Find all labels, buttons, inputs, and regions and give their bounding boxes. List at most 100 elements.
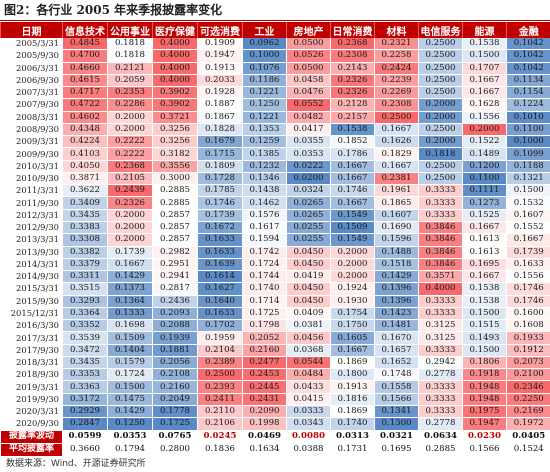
row-date-label: 2007/3/31 [0, 86, 63, 100]
row-date-label: 2018/3/31 [0, 356, 63, 370]
heatmap-cell: 0.3000 [152, 172, 198, 186]
heatmap-cell: 0.1100 [462, 172, 507, 186]
heatmap-cell: 0.2500 [418, 172, 463, 186]
summary-value: 0.1524 [506, 442, 550, 457]
heatmap-cell: 0.1475 [107, 393, 153, 406]
summary-value: 0.0634 [418, 429, 463, 444]
heatmap-cell: 0.1961 [374, 184, 419, 198]
heatmap-cell: 0.3333 [418, 295, 463, 308]
heatmap-cell: 0.1515 [462, 319, 507, 333]
row-date-label: 2017/3/31 [0, 331, 63, 345]
column-header: 信息技术 [62, 22, 108, 38]
heatmap-cell: 0.2088 [152, 319, 198, 333]
heatmap-cell: 0.2857 [152, 233, 198, 247]
heatmap-cell: 0.2982 [152, 246, 198, 259]
heatmap-cell: 0.2453 [242, 368, 287, 382]
heatmap-cell: 0.1725 [152, 417, 198, 431]
heatmap-cell: 0.2269 [374, 86, 419, 100]
table-row: 2008/3/31 0.4602 0.2000 0.3721 0.1867 0.1221 0… [0, 111, 550, 124]
heatmap-cell: 0.1273 [462, 196, 507, 210]
heatmap-cell: 0.2445 [242, 380, 287, 394]
heatmap-cell: 0.2143 [330, 62, 375, 75]
heatmap-cell: 0.2000 [418, 135, 463, 149]
heatmap-cell: 0.1667 [330, 172, 375, 186]
heatmap-cell: 0.2160 [152, 380, 198, 394]
column-header: 能源 [462, 22, 507, 38]
heatmap-cell: 0.2368 [330, 38, 375, 51]
heatmap-cell: 0.4722 [62, 98, 108, 112]
heatmap-cell: 0.1948 [462, 380, 507, 394]
heatmap-cell: 0.2436 [152, 295, 198, 308]
heatmap-cell: 0.2424 [374, 62, 419, 75]
summary-value: 0.0080 [286, 429, 331, 444]
row-date-label: 2006/3/31 [0, 62, 63, 75]
heatmap-cell: 0.1549 [330, 209, 375, 222]
heatmap-cell: 0.1396 [374, 295, 419, 308]
heatmap-cell: 0.2393 [197, 380, 243, 394]
table-row: 2018/9/30 0.3353 0.1724 0.2108 0.2500 0.2453 0… [0, 368, 550, 382]
heatmap-cell: 0.1695 [462, 258, 507, 272]
heatmap-cell: 0.1667 [330, 344, 375, 357]
heatmap-cell: 0.2500 [418, 38, 463, 51]
column-header: 金融 [506, 22, 550, 38]
heatmap-cell: 0.2128 [330, 98, 375, 112]
heatmap-cell: 0.1715 [197, 147, 243, 161]
table-row: 2005/3/31 0.4845 0.1818 0.4000 0.1909 0.0962 0… [0, 38, 550, 51]
heatmap-cell: 0.1887 [197, 98, 243, 112]
heatmap-cell: 0.1613 [462, 233, 507, 247]
heatmap-cell: 0.1785 [197, 184, 243, 198]
heatmap-cell: 0.1744 [242, 270, 287, 284]
heatmap-cell: 0.1667 [330, 160, 375, 173]
summary-value: 0.0765 [152, 429, 198, 444]
heatmap-cell: 0.3721 [152, 111, 198, 124]
heatmap-cell: 0.1746 [506, 295, 550, 308]
table-row: 2013/9/30 0.3382 0.1739 0.2982 0.1633 0.1742 0… [0, 246, 550, 259]
heatmap-cell: 0.3363 [62, 380, 108, 394]
heatmap-cell: 0.1947 [197, 49, 243, 63]
heatmap-cell: 0.0343 [286, 417, 331, 431]
heatmap-table: 日期 信息技术 公用事业 医疗保健 可选消费 工业 房地产 日常消费 材料 电信服务 能源 金融 2… [0, 22, 550, 457]
row-date-label: 2014/3/31 [0, 258, 63, 272]
table-row: 2015/9/30 0.3293 0.1364 0.2436 0.1640 0.1714 0… [0, 295, 550, 308]
summary-value: 0.0230 [462, 429, 507, 444]
heatmap-cell: 0.2857 [152, 221, 198, 235]
heatmap-cell: 0.1652 [374, 356, 419, 370]
table-row: 2012/9/30 0.3383 0.2000 0.2857 0.1672 0.1617 0… [0, 221, 550, 235]
heatmap-cell: 0.2000 [330, 258, 375, 272]
heatmap-cell: 0.0381 [286, 319, 331, 333]
table-row: 2020/3/31 0.2929 0.1429 0.1778 0.2110 0.2090 0… [0, 405, 550, 419]
heatmap-cell: 0.1608 [506, 319, 550, 333]
heatmap-cell: 0.1818 [107, 38, 153, 51]
heatmap-cell: 0.3333 [418, 184, 463, 198]
table-row: 2010/3/31 0.4050 0.2368 0.3556 0.1809 0.1232 0… [0, 160, 550, 173]
heatmap-cell: 0.0456 [286, 331, 331, 345]
heatmap-cell: 0.1667 [506, 233, 550, 247]
heatmap-cell: 0.2250 [506, 393, 550, 406]
heatmap-cell: 0.1493 [462, 331, 507, 345]
column-header: 房地产 [286, 22, 331, 38]
heatmap-cell: 0.0368 [286, 344, 331, 357]
heatmap-cell: 0.1633 [197, 233, 243, 247]
row-date-label: 2009/9/30 [0, 147, 63, 161]
row-date-label: 2019/9/30 [0, 393, 63, 406]
heatmap-cell: 0.4000 [152, 62, 198, 75]
row-date-label: 2005/9/30 [0, 49, 63, 63]
heatmap-cell: 0.1739 [107, 246, 153, 259]
heatmap-cell: 0.1959 [197, 331, 243, 345]
summary-value: 0.0245 [197, 429, 243, 444]
row-date-label: 2016/3/30 [0, 319, 63, 333]
row-date-label: 2014/9/30 [0, 270, 63, 284]
heatmap-cell: 0.1657 [374, 344, 419, 357]
heatmap-cell: 0.2500 [197, 368, 243, 382]
heatmap-cell: 0.1321 [506, 172, 550, 186]
heatmap-cell: 0.2000 [107, 123, 153, 137]
heatmap-cell: 0.2353 [107, 86, 153, 100]
heatmap-cell: 0.1300 [374, 417, 419, 431]
heatmap-cell: 0.1614 [197, 270, 243, 284]
heatmap-cell: 0.4615 [62, 74, 108, 88]
heatmap-cell: 0.2326 [107, 196, 153, 210]
heatmap-cell: 0.2000 [418, 111, 463, 124]
heatmap-cell: 0.0255 [286, 221, 331, 235]
table-row: 2009/9/30 0.4103 0.2222 0.3182 0.1715 0.1385 0… [0, 147, 550, 161]
heatmap-cell: 0.2073 [506, 356, 550, 370]
